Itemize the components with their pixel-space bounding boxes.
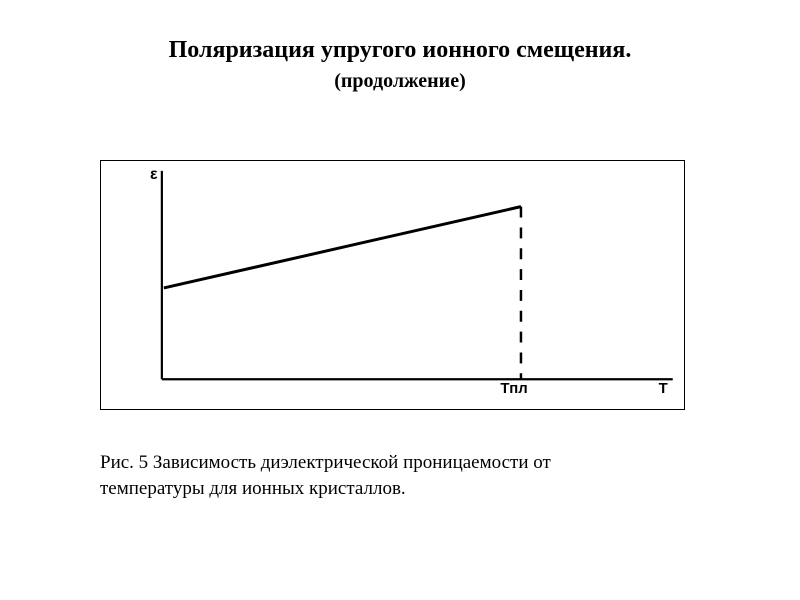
figure-caption: Рис. 5 Зависимость диэлектрической прони… xyxy=(100,450,660,501)
title-sub: (продолжение) xyxy=(40,70,760,93)
title-block: Поляризация упругого ионного смещения. (… xyxy=(0,0,800,93)
title-main: Поляризация упругого ионного смещения. xyxy=(40,35,760,66)
data-line xyxy=(164,207,521,288)
chart-svg: ε Т Тпл xyxy=(101,161,684,409)
chart-frame: ε Т Тпл xyxy=(100,160,685,410)
tpl-label: Тпл xyxy=(500,381,527,397)
x-axis-label: Т xyxy=(659,381,668,397)
y-axis-label: ε xyxy=(150,166,158,183)
